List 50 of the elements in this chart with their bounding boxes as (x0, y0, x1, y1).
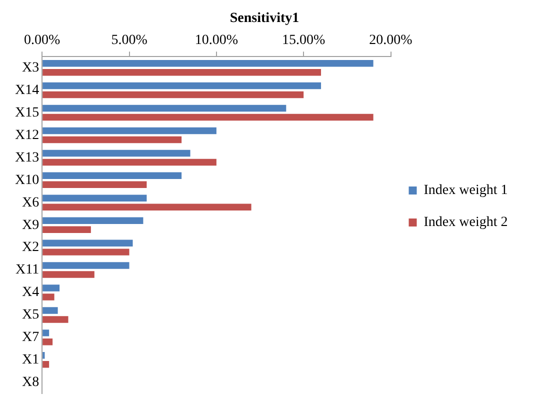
bar (42, 338, 53, 346)
y-tick-label: X3 (22, 60, 40, 76)
y-tick-label: X10 (14, 172, 40, 188)
bar (42, 82, 322, 90)
y-tick-label: X15 (14, 105, 40, 120)
bar (42, 217, 144, 224)
x-tick-label: 0.00% (24, 32, 61, 48)
y-tick-label: X9 (22, 218, 40, 233)
y-tick-label: X2 (22, 240, 40, 256)
x-tick-label: 20.00% (369, 32, 413, 48)
bar (42, 240, 133, 246)
legend-label: Index weight 1 (424, 183, 508, 198)
bar (42, 361, 50, 368)
x-tick-label: 10.00% (194, 32, 238, 48)
bar (42, 330, 50, 336)
bar (42, 68, 322, 76)
bar (42, 307, 58, 314)
bar (42, 158, 216, 166)
bar (42, 316, 68, 323)
bar (42, 181, 147, 188)
bar (42, 294, 54, 300)
bar (42, 262, 130, 269)
bar (42, 114, 374, 121)
y-tick-label: X8 (22, 375, 40, 390)
legend-label: Index weight 2 (424, 215, 508, 230)
y-tick-label: X5 (22, 308, 40, 323)
bar (42, 194, 147, 202)
bar (42, 248, 130, 256)
y-tick-label: X12 (14, 128, 40, 143)
y-tick-label: X14 (14, 82, 40, 98)
y-tick-label: X1 (22, 352, 40, 368)
y-tick-label: X7 (22, 330, 40, 346)
bar (42, 172, 182, 180)
y-tick-label: X6 (22, 195, 40, 210)
bar (42, 104, 286, 112)
bar (42, 284, 60, 292)
bar (42, 204, 252, 210)
x-tick-label: 5.00% (111, 32, 148, 48)
bar (42, 91, 304, 98)
y-tick-label: X4 (22, 285, 40, 300)
bar (42, 271, 94, 278)
chart-title: Sensitivity1 (230, 11, 300, 26)
bar (42, 127, 216, 134)
bar (42, 136, 182, 144)
bar (42, 60, 374, 67)
y-tick-label: X11 (16, 262, 40, 278)
bar (42, 150, 190, 157)
bar (42, 226, 91, 233)
y-tick-label: X13 (14, 150, 40, 166)
x-tick-label: 15.00% (282, 32, 326, 48)
